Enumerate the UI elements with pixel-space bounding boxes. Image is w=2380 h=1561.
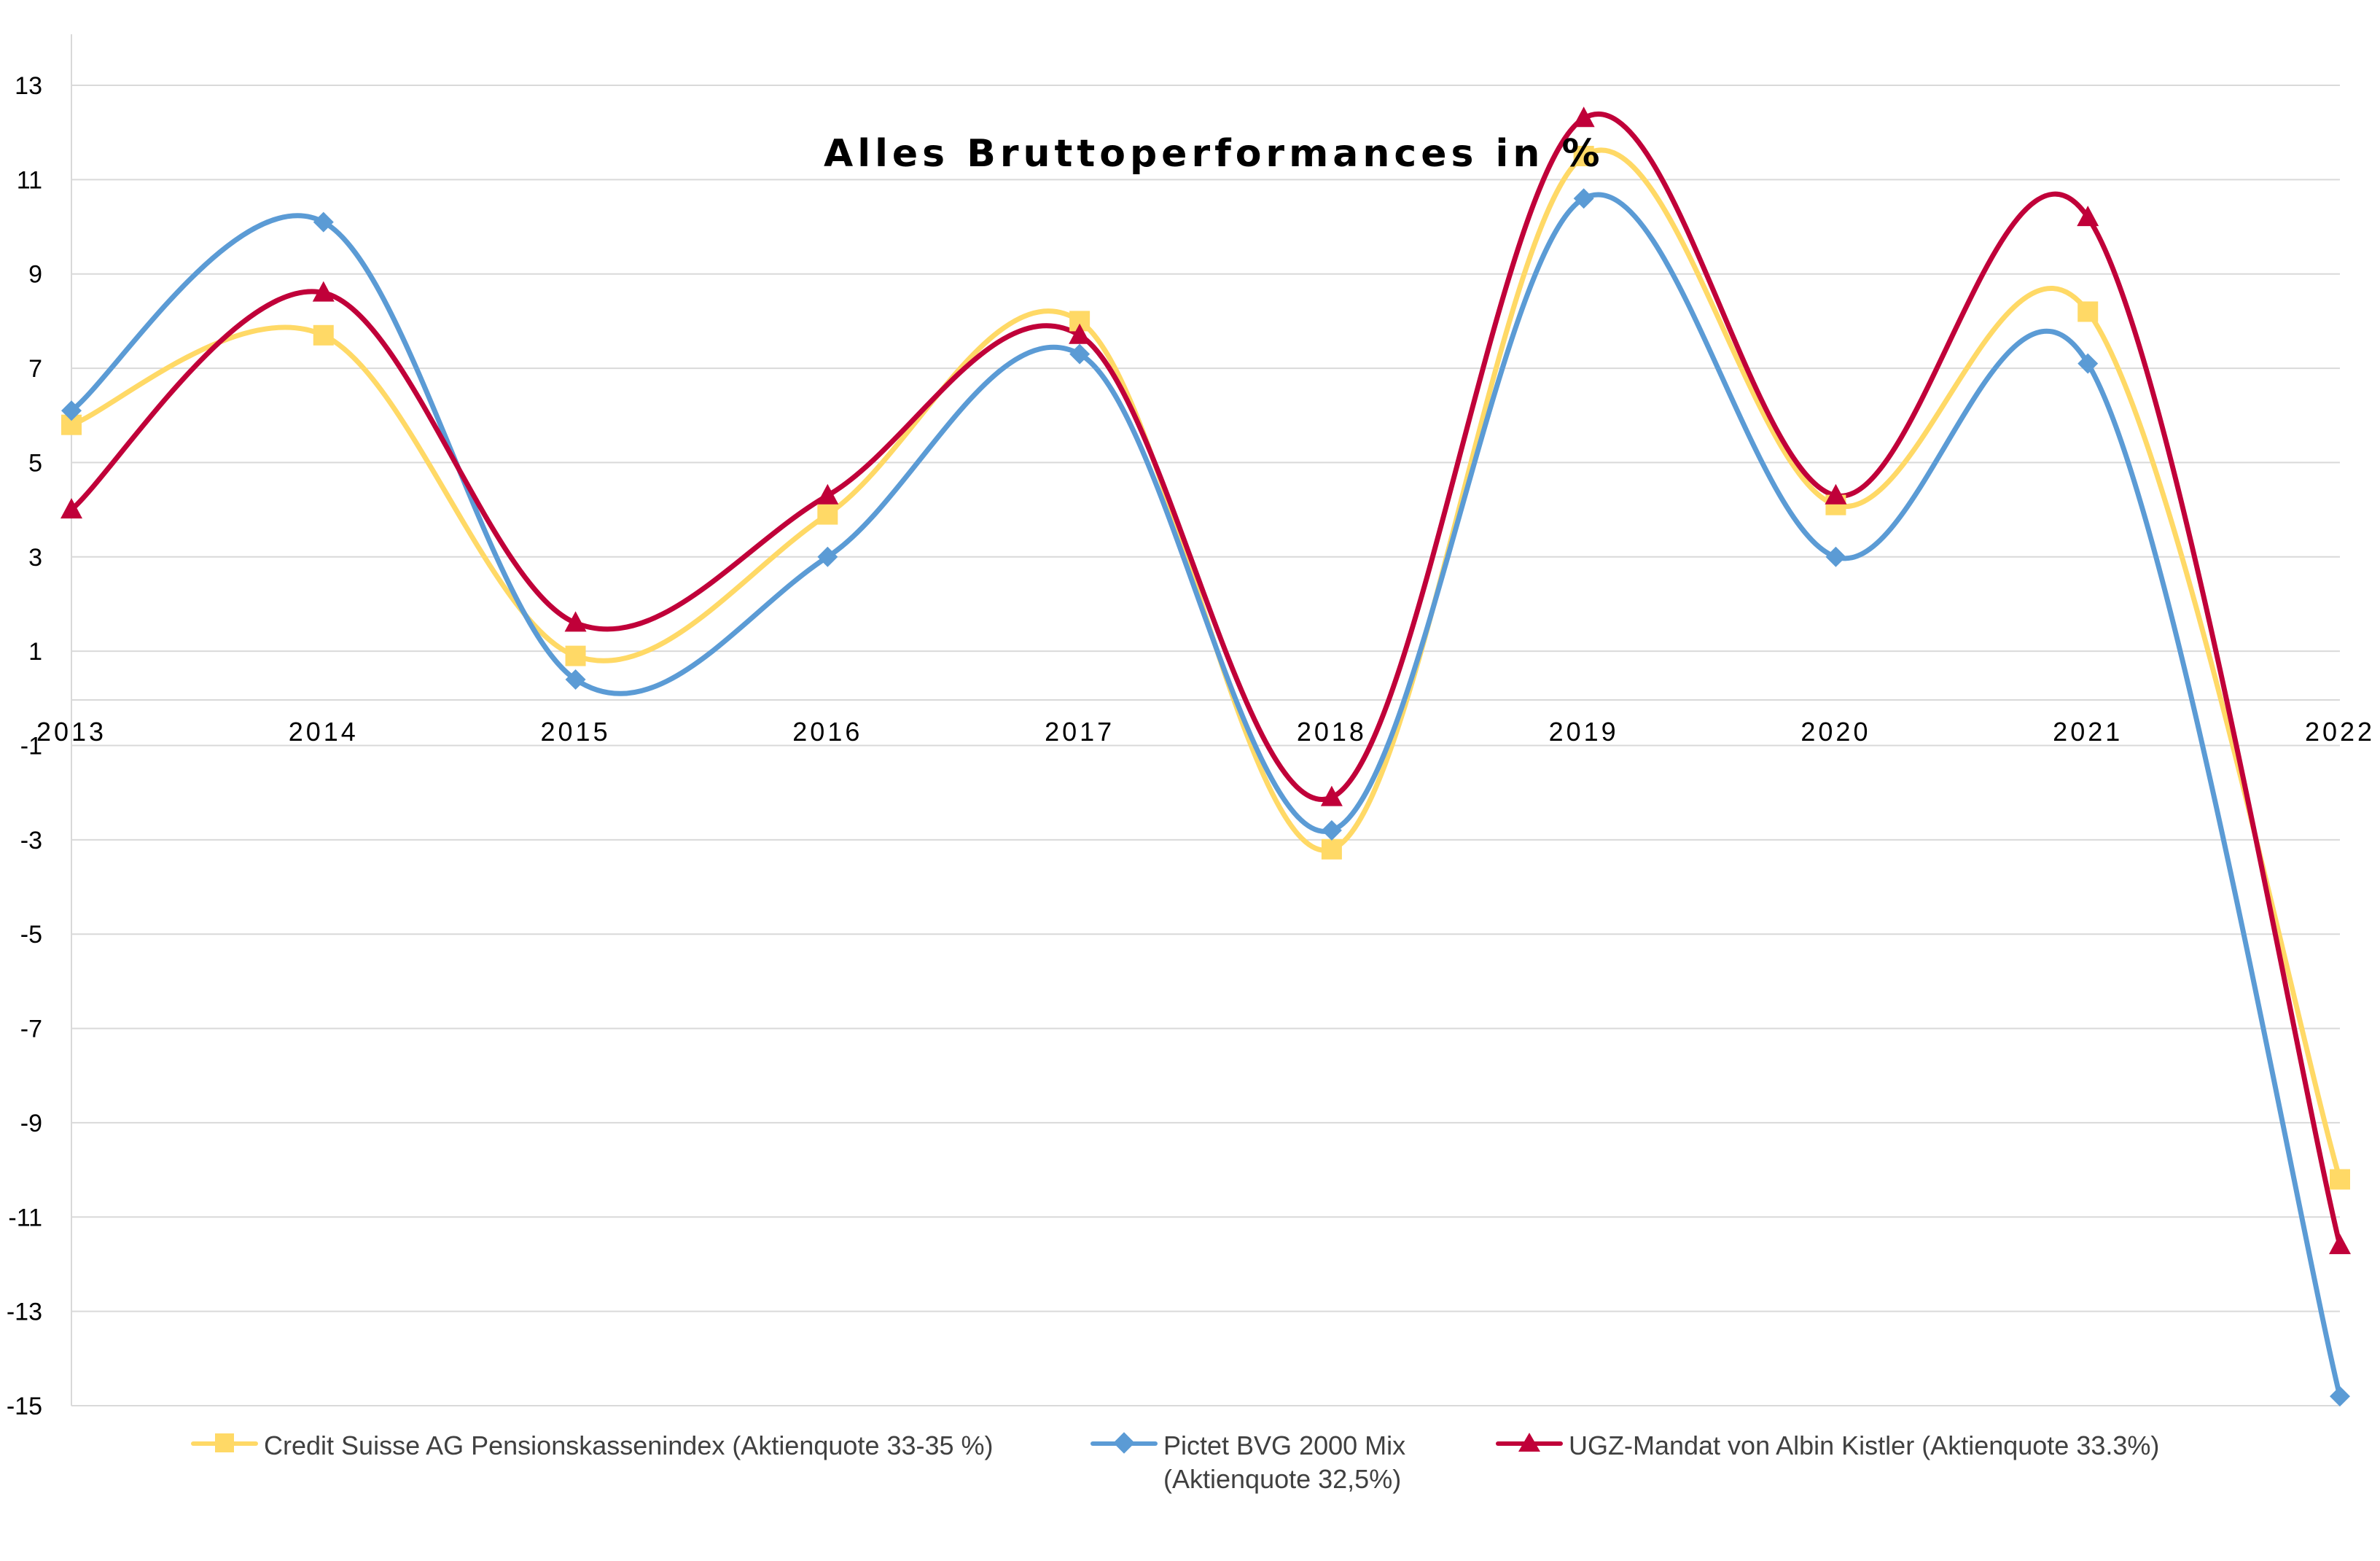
series-line-1 bbox=[69, 192, 2343, 1399]
chart-title: Alles Bruttoperformances in % bbox=[824, 132, 1604, 176]
y-tick-label: 5 bbox=[28, 449, 42, 477]
data-point-square bbox=[1321, 838, 1342, 860]
x-tick-label: 2022 bbox=[2305, 717, 2375, 747]
y-tick-label: 7 bbox=[28, 355, 42, 383]
x-tick-label: 2013 bbox=[36, 717, 106, 747]
legend-item-pictet: Pictet BVG 2000 Mix (Aktienquote 32,5%) bbox=[1090, 1429, 1405, 1496]
y-tick-label: -11 bbox=[8, 1204, 42, 1231]
y-tick-label: 11 bbox=[17, 166, 42, 194]
y-tick-label: -15 bbox=[7, 1393, 42, 1420]
data-point-triangle bbox=[816, 483, 839, 505]
data-point-triangle bbox=[61, 498, 82, 519]
x-tick-label: 2021 bbox=[2053, 717, 2123, 747]
gridlines bbox=[71, 85, 2340, 1406]
legend-swatch-triangle bbox=[1496, 1430, 1563, 1455]
x-tick-label: 2019 bbox=[1549, 717, 1619, 747]
y-tick-label: -1 bbox=[20, 733, 42, 760]
data-point-diamond bbox=[1825, 546, 1846, 567]
legend: Credit Suisse AG Pensionskassenindex (Ak… bbox=[0, 1429, 2380, 1546]
legend-item-ugz-mandat: UGZ-Mandat von Albin Kistler (Aktienquot… bbox=[1496, 1429, 2159, 1463]
legend-swatch-square bbox=[191, 1430, 258, 1455]
axes: 13 11 9 7 5 3 1 -1 -3 -5 -7 -9 -11 -13 -15 2013 2014 2015… bbox=[7, 34, 2375, 1420]
series-lines bbox=[69, 112, 2343, 1399]
data-point-diamond bbox=[313, 211, 334, 233]
series-line-0 bbox=[69, 147, 2343, 1183]
y-tick-label: 3 bbox=[28, 544, 42, 572]
y-tick-label: -3 bbox=[20, 827, 42, 855]
data-point-square bbox=[2077, 301, 2099, 322]
legend-label: UGZ-Mandat von Albin Kistler (Aktienquot… bbox=[1569, 1430, 2160, 1460]
x-tick-label: 2020 bbox=[1800, 717, 1870, 747]
data-point-square bbox=[313, 324, 334, 346]
y-tick-label: -7 bbox=[20, 1016, 42, 1043]
data-point-triangle bbox=[2077, 206, 2099, 227]
y-tick-label: -9 bbox=[20, 1110, 42, 1137]
data-point-diamond bbox=[61, 400, 82, 421]
data-point-triangle bbox=[1825, 483, 1847, 505]
data-point-square bbox=[565, 645, 586, 666]
data-point-triangle bbox=[1572, 106, 1595, 128]
series-line-2 bbox=[69, 112, 2343, 1248]
data-point-diamond bbox=[1573, 188, 1594, 209]
data-point-diamond bbox=[565, 669, 586, 690]
data-point-diamond bbox=[1321, 820, 1342, 841]
legend-label: Credit Suisse AG Pensionskassenindex (Ak… bbox=[264, 1430, 994, 1460]
x-tick-label: 2018 bbox=[1297, 717, 1367, 747]
data-point-square bbox=[817, 504, 838, 525]
data-point-triangle bbox=[1320, 785, 1343, 806]
data-point-triangle bbox=[2329, 1234, 2351, 1255]
data-point-diamond bbox=[2077, 353, 2099, 374]
x-tick-label: 2016 bbox=[792, 717, 862, 747]
data-point-diamond bbox=[1069, 343, 1090, 365]
x-tick-label: 2014 bbox=[289, 717, 359, 747]
legend-item-credit-suisse: Credit Suisse AG Pensionskassenindex (Ak… bbox=[191, 1429, 994, 1463]
x-tick-label: 2015 bbox=[541, 717, 611, 747]
legend-swatch-diamond bbox=[1090, 1430, 1158, 1455]
data-point-diamond bbox=[817, 546, 838, 567]
data-point-triangle bbox=[312, 281, 335, 302]
data-point-triangle bbox=[1069, 323, 1091, 344]
series-markers bbox=[61, 106, 2351, 1407]
legend-label: Pictet BVG 2000 Mix (Aktienquote 32,5%) bbox=[1163, 1430, 1406, 1494]
y-tick-label: -13 bbox=[7, 1299, 42, 1326]
y-tick-label: 1 bbox=[28, 638, 42, 666]
data-point-square bbox=[1573, 146, 1594, 167]
x-tick-label: 2017 bbox=[1045, 717, 1115, 747]
y-tick-label: -5 bbox=[20, 921, 42, 949]
data-point-diamond bbox=[2330, 1386, 2350, 1407]
data-point-square bbox=[2330, 1169, 2350, 1190]
y-tick-label: 9 bbox=[28, 261, 42, 289]
y-tick-label: 13 bbox=[15, 72, 42, 100]
data-point-triangle bbox=[564, 611, 587, 632]
